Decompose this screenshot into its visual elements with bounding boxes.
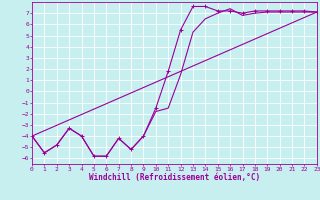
- X-axis label: Windchill (Refroidissement éolien,°C): Windchill (Refroidissement éolien,°C): [89, 173, 260, 182]
